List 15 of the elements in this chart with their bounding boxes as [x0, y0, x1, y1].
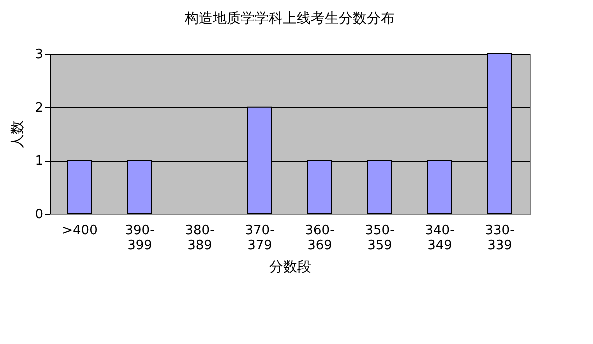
x-tick-label: 340-349: [425, 224, 456, 254]
x-tick-label: 350-359: [365, 224, 396, 254]
x-tick-label: >400: [62, 224, 98, 238]
x-axis-title: 分数段: [270, 260, 312, 276]
x-tick-label: 370-379: [245, 224, 276, 254]
x-tick-label: 330-339: [485, 224, 516, 254]
y-axis-title: 人数: [10, 120, 26, 148]
x-tick-label: 360-369: [305, 224, 336, 254]
y-tick-label: 2: [35, 100, 44, 116]
y-tick-label: 1: [35, 154, 44, 170]
x-tick-label: 390-399: [125, 224, 156, 254]
chart-title: 构造地质学学科上线考生分数分布: [184, 11, 395, 27]
y-tick-label: 0: [35, 208, 44, 222]
x-tick-label: 380-389: [185, 224, 216, 254]
y-tick-label: 3: [35, 48, 44, 62]
